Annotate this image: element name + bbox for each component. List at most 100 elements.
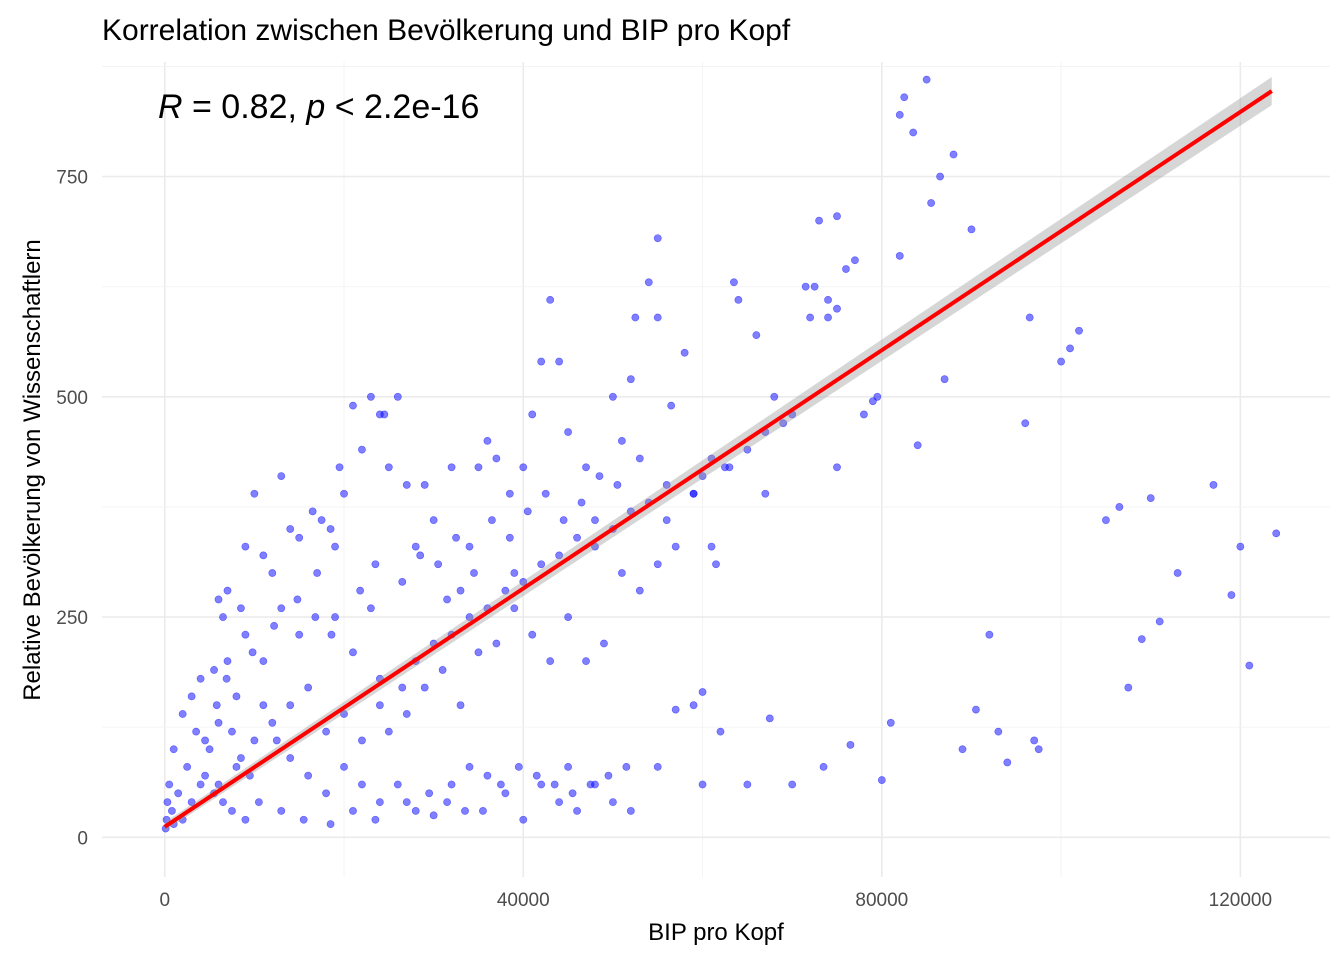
data-point [510,604,519,613]
data-point [299,815,308,824]
data-point [384,727,393,736]
data-point [582,463,590,472]
data-point [671,705,680,714]
data-point [268,569,277,577]
data-point [922,75,931,84]
data-point [483,436,492,445]
data-point [1209,481,1218,489]
data-point [712,560,720,569]
data-point [586,780,595,789]
data-point [474,648,483,657]
data-point [393,392,402,401]
data-point [873,392,882,401]
data-point [241,630,250,639]
data-point [707,542,716,551]
data-point [219,613,227,621]
data-point [237,604,245,613]
data-point [568,789,577,798]
data-point [496,780,505,789]
data-point [295,630,304,639]
data-point [819,762,828,771]
data-point [250,489,259,498]
data-point [662,481,671,489]
data-point [398,577,407,586]
data-point [626,807,635,815]
data-point [546,295,555,304]
data-point [743,445,752,454]
data-point [196,780,205,789]
data-point [443,798,451,807]
data-point [564,613,573,621]
y-tick-label: 750 [56,168,88,189]
data-point [349,648,357,657]
data-point [927,199,936,207]
data-point [429,516,438,525]
data-point [689,489,698,498]
data-point [416,551,425,560]
data-point [985,630,994,639]
data-point [1025,313,1034,322]
data-point [270,621,278,630]
data-point [232,762,241,771]
data-point [295,533,304,542]
data-point [537,357,546,366]
data-point [331,542,339,551]
data-point [317,516,326,525]
data-point [958,745,967,754]
data-point [340,710,348,718]
data-point [725,463,734,472]
p-symbol: p [305,88,325,126]
data-point [492,639,501,648]
data-point [174,789,183,798]
data-point [662,516,671,525]
data-point [528,630,537,639]
data-point [286,754,295,762]
data-point [555,357,564,366]
data-point [801,282,810,291]
data-point [833,304,841,313]
data-point [492,454,501,463]
data-point [743,780,752,789]
data-point [214,595,223,604]
data-point [582,657,590,666]
data-point [232,692,241,701]
data-point [519,463,528,472]
y-tick-labels: 0 250 500 750 [56,168,88,850]
data-point [591,516,599,525]
fit-line [163,89,1273,829]
data-point [429,811,438,820]
data-point [358,445,366,454]
data-point [411,807,420,815]
data-point [537,780,546,789]
data-point [564,428,573,436]
data-point [877,776,886,784]
data-point [192,727,201,736]
data-point [806,313,815,322]
data-point [555,551,564,560]
data-point [1146,494,1155,503]
data-point [519,815,528,824]
data-point [514,762,523,771]
data-point [788,780,797,789]
data-point [1102,516,1110,525]
data-point [909,128,918,137]
data-point [228,727,236,736]
data-point [505,489,514,498]
data-point [169,745,178,754]
data-point [356,586,365,595]
data-point [1075,326,1083,335]
data-point [322,727,330,736]
data-point [600,639,608,648]
data-point [573,807,581,815]
data-point [286,701,295,710]
data-point [272,736,281,745]
data-point [653,762,662,771]
data-point [519,577,528,586]
data-point [949,150,958,159]
data-point [456,586,465,595]
data-point [349,401,357,410]
data-point [595,472,604,481]
data-point [886,718,895,727]
data-point [201,736,209,745]
data-point [411,542,420,551]
